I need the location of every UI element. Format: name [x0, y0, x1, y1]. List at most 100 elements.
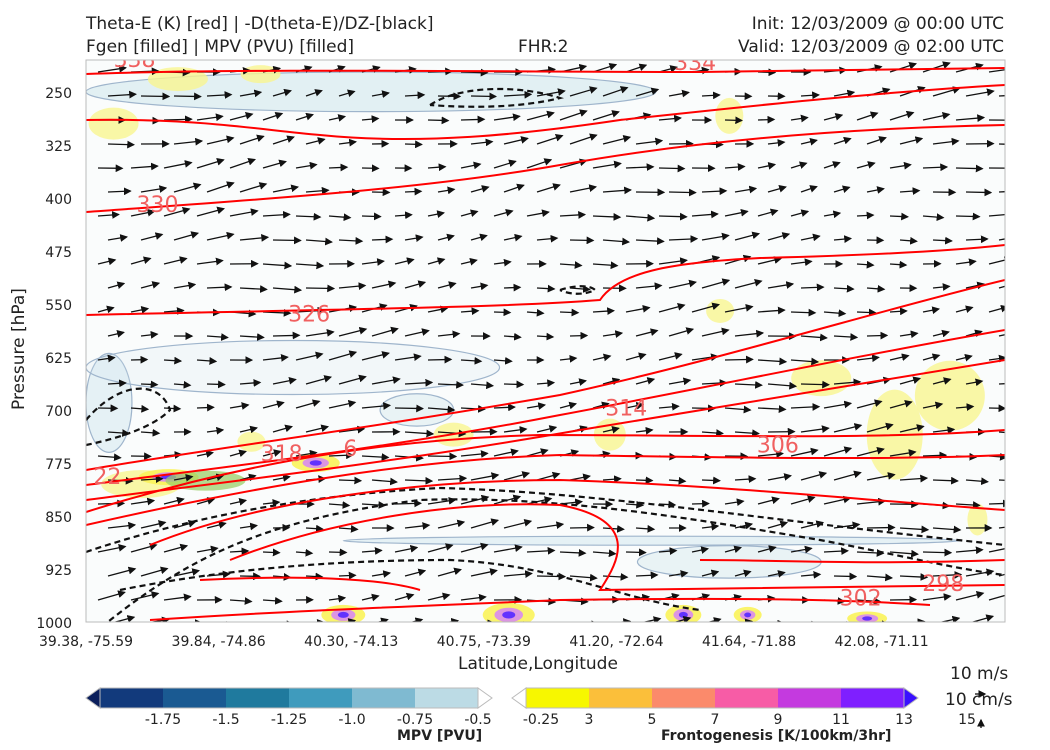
wind-vector [866, 284, 886, 293]
wind-vector [295, 399, 321, 409]
wind-vector [724, 498, 745, 506]
y-tick-label: 625 [45, 351, 72, 367]
wind-vector [371, 376, 401, 385]
theta-e-label: 334 [674, 51, 716, 76]
wind-vector [998, 238, 1005, 241]
wind-vector [734, 429, 760, 438]
wind-vector [328, 399, 357, 409]
wind-vector [724, 163, 746, 171]
wind-vector [437, 330, 461, 339]
wind-vector [163, 496, 185, 505]
fgen-region [88, 107, 139, 140]
wind-vector [998, 383, 1005, 385]
wind-vector [569, 133, 598, 145]
wind-vector [394, 592, 415, 601]
wind-vector [536, 134, 564, 145]
wind-vector [305, 237, 333, 246]
theta-e-contour [149, 597, 931, 621]
wind-vector [800, 137, 818, 146]
wind-vector [239, 234, 270, 242]
wind-vector [635, 426, 654, 435]
wind-vector [866, 136, 887, 145]
wind-vector [757, 115, 776, 124]
wind-vector [295, 449, 318, 458]
wind-vector [229, 597, 253, 605]
wind-vector [163, 307, 185, 315]
wind-vector [955, 258, 977, 267]
wind-vector [833, 333, 859, 341]
theta-e-contour [86, 67, 1005, 75]
wind-vector [845, 621, 854, 622]
wind-vector [790, 258, 813, 267]
wind-vector [328, 548, 348, 557]
wind-vector [658, 500, 677, 509]
wind-vector [503, 332, 522, 341]
wind-vector [229, 111, 254, 121]
wind-vector [856, 211, 875, 220]
wind-vector [536, 332, 555, 341]
wind-vector [338, 326, 368, 337]
wind-vector [371, 235, 394, 244]
wind-vector [262, 499, 281, 507]
wind-vector [955, 164, 984, 173]
wind-vector [922, 548, 953, 557]
wind-vector [866, 186, 885, 194]
fgen-region [147, 67, 208, 92]
wind-vector [173, 281, 197, 290]
x-tick-label: 39.38, -75.59 [39, 634, 133, 650]
wind-vector [371, 570, 392, 578]
wind-vector [487, 619, 496, 622]
wind-vector [592, 261, 619, 270]
wind-vector [107, 521, 137, 530]
fgen-colorbar-frame [525, 687, 905, 709]
y-tick-label: 850 [45, 510, 72, 526]
wind-vector [932, 426, 956, 435]
wind-vector [140, 475, 164, 484]
wind-vector [130, 208, 156, 217]
wind-vector [856, 399, 883, 409]
wind-vector [889, 260, 908, 269]
wind-vector [163, 256, 188, 265]
x-tick-label: 39.84, -74.86 [172, 634, 266, 650]
wind-vector [493, 258, 512, 267]
wind-vector [460, 115, 486, 124]
wind-vector [130, 404, 150, 413]
wind-vector [163, 593, 192, 602]
wind-vector [130, 306, 150, 314]
wind-vector [163, 115, 193, 124]
wind-vector [226, 621, 235, 622]
wind-vector [856, 161, 876, 169]
wind-vector [196, 357, 218, 365]
wind-vector [889, 449, 917, 457]
wind-vector [371, 477, 398, 486]
wind-vector [446, 617, 460, 622]
wind-vector [833, 423, 863, 433]
fgen-colorbar-extend-low [511, 687, 527, 709]
wind-vector [823, 210, 842, 219]
wind-vector [691, 546, 710, 554]
y-tick-label: 250 [45, 86, 72, 102]
wind-vector [328, 114, 347, 122]
wind-vector [526, 448, 549, 457]
wind-vector [856, 260, 875, 269]
wind-vector [130, 256, 152, 265]
x-tick-label: 40.75, -73.39 [437, 634, 531, 650]
wind-vector [427, 496, 457, 505]
wind-vector [922, 593, 952, 601]
wind-vector [173, 182, 202, 193]
wind-vector [338, 524, 359, 533]
wind-vector [899, 236, 918, 245]
wind-vector [658, 257, 688, 265]
wind-vector [998, 333, 1005, 337]
x-tick-label: 41.64, -71.88 [702, 634, 796, 650]
wind-vector [668, 279, 697, 289]
wind-vector [361, 547, 383, 555]
wind-vector [404, 378, 434, 387]
wind-vector [338, 89, 356, 98]
wind-vector [757, 306, 786, 315]
wind-vector [361, 115, 380, 123]
wind-vector [437, 519, 466, 529]
wind-vector [856, 446, 885, 457]
wind-vector [262, 309, 292, 317]
fgen-region [715, 97, 744, 134]
